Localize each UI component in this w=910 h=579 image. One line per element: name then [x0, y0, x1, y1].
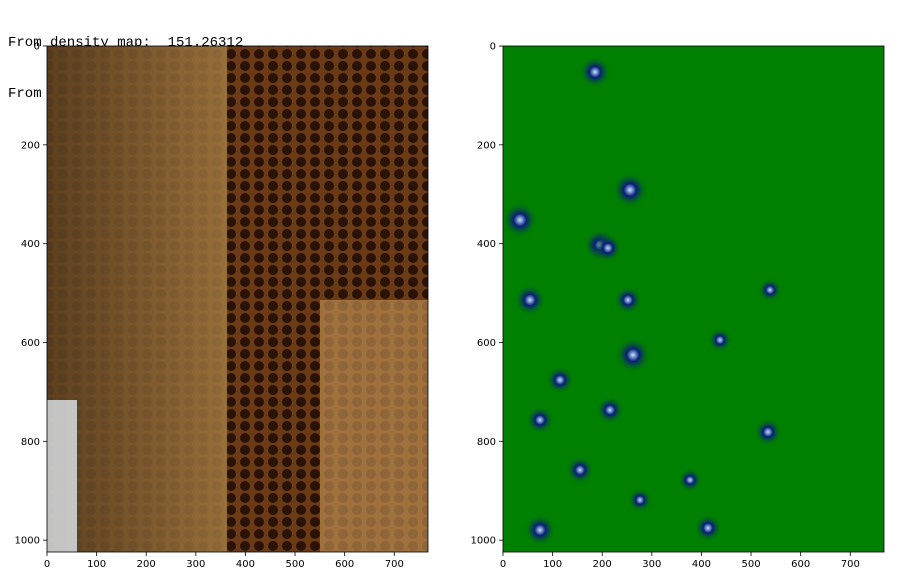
x-tick-label: 100 [543, 559, 562, 570]
y-tick-label: 0 [490, 42, 496, 53]
x-tick-label: 600 [791, 559, 810, 570]
x-tick-label: 400 [236, 559, 255, 570]
axes-frame [46, 45, 429, 553]
x-tick-label: 700 [841, 559, 860, 570]
y-tick-label: 600 [477, 338, 496, 349]
y-tick-label: 400 [21, 239, 40, 250]
axes-frame [502, 45, 885, 553]
y-tick-label: 0 [34, 42, 40, 53]
y-tick-label: 800 [477, 437, 496, 448]
x-tick-label: 500 [742, 559, 761, 570]
y-tick-label: 200 [21, 140, 40, 151]
y-tick-label: 400 [477, 239, 496, 250]
x-tick-label: 200 [137, 559, 156, 570]
y-tick-label: 800 [21, 437, 40, 448]
x-tick-label: 0 [44, 559, 50, 570]
x-tick-label: 700 [385, 559, 404, 570]
x-tick-label: 500 [286, 559, 305, 570]
y-tick-label: 1000 [471, 536, 496, 547]
y-tick-label: 200 [477, 140, 496, 151]
y-tick-label: 1000 [15, 536, 40, 547]
x-tick-label: 300 [642, 559, 661, 570]
x-tick-label: 200 [593, 559, 612, 570]
image-bees [47, 46, 428, 552]
x-tick-label: 100 [87, 559, 106, 570]
x-tick-label: 400 [692, 559, 711, 570]
x-tick-label: 0 [500, 559, 506, 570]
x-tick-label: 600 [335, 559, 354, 570]
image-density-map [502, 46, 884, 552]
y-tick-label: 600 [21, 338, 40, 349]
x-tick-label: 300 [186, 559, 205, 570]
